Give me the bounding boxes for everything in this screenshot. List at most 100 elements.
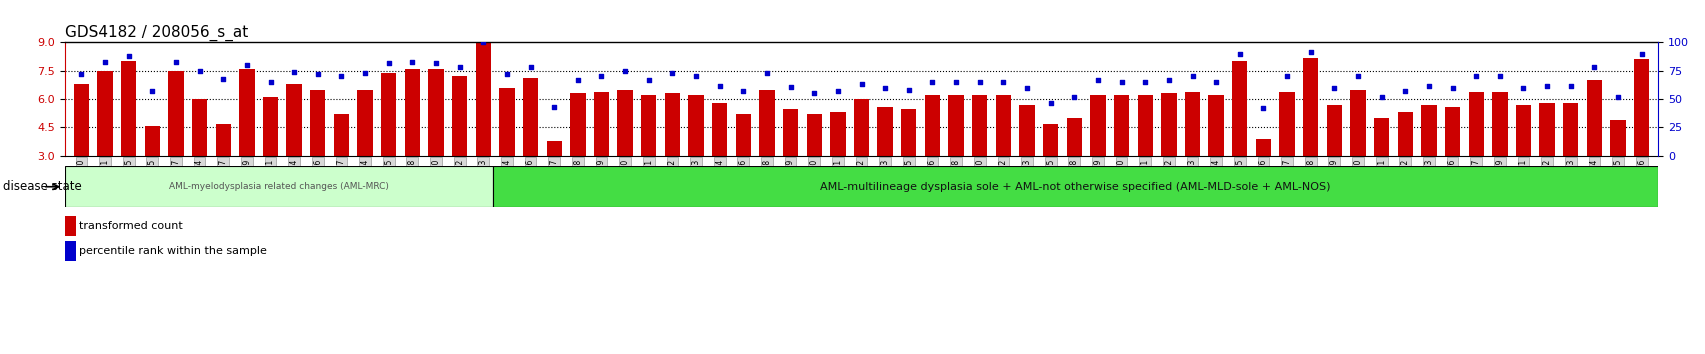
Point bbox=[1391, 88, 1419, 94]
Bar bbox=[1633, 59, 1649, 156]
Point bbox=[895, 87, 922, 93]
Bar bbox=[65, 166, 493, 207]
Point bbox=[423, 60, 450, 66]
Point bbox=[280, 69, 307, 75]
Bar bbox=[830, 112, 846, 156]
Point bbox=[1320, 85, 1347, 91]
Point bbox=[1272, 74, 1299, 79]
Point bbox=[375, 60, 402, 66]
Bar bbox=[522, 78, 537, 156]
Point bbox=[1367, 94, 1395, 100]
Bar bbox=[546, 141, 561, 156]
Bar bbox=[687, 95, 704, 156]
Bar bbox=[1350, 90, 1366, 156]
Point bbox=[634, 77, 662, 83]
Point bbox=[303, 72, 331, 77]
Bar bbox=[1018, 105, 1035, 156]
Text: AML-myelodysplasia related changes (AML-MRC): AML-myelodysplasia related changes (AML-… bbox=[169, 182, 389, 191]
Point bbox=[1485, 74, 1512, 79]
Bar bbox=[286, 84, 302, 156]
Point bbox=[824, 88, 851, 94]
Bar bbox=[476, 42, 491, 156]
Bar bbox=[121, 61, 136, 156]
Bar bbox=[1586, 80, 1601, 156]
Bar bbox=[617, 90, 633, 156]
Bar bbox=[665, 93, 680, 156]
Point bbox=[610, 68, 638, 74]
Bar bbox=[1373, 118, 1388, 156]
Point bbox=[1202, 79, 1229, 85]
Point bbox=[114, 53, 142, 59]
Bar bbox=[263, 97, 278, 156]
Point bbox=[445, 64, 472, 70]
Point bbox=[1437, 85, 1465, 91]
Point bbox=[1344, 74, 1371, 79]
Point bbox=[847, 81, 875, 87]
Point bbox=[138, 88, 165, 94]
Bar bbox=[1538, 103, 1553, 156]
Point bbox=[730, 88, 757, 94]
Point bbox=[800, 91, 827, 96]
Bar bbox=[569, 93, 585, 156]
Point bbox=[540, 104, 568, 110]
Bar bbox=[169, 71, 184, 156]
Bar bbox=[1610, 120, 1625, 156]
Bar bbox=[783, 109, 798, 156]
Bar bbox=[1113, 95, 1129, 156]
Point bbox=[1250, 105, 1277, 111]
Bar bbox=[1303, 58, 1318, 156]
Point bbox=[871, 85, 899, 91]
Bar bbox=[97, 71, 113, 156]
Point bbox=[186, 68, 213, 74]
Bar bbox=[593, 92, 609, 156]
Point bbox=[1013, 85, 1040, 91]
Point bbox=[234, 62, 261, 68]
Point bbox=[1533, 83, 1560, 88]
Bar bbox=[1042, 124, 1057, 156]
Point bbox=[1226, 51, 1253, 57]
Point bbox=[965, 79, 992, 85]
Bar bbox=[1207, 95, 1222, 156]
Point bbox=[1037, 100, 1064, 105]
Bar bbox=[380, 73, 396, 156]
Point bbox=[493, 72, 520, 77]
Bar bbox=[759, 90, 774, 156]
Text: transformed count: transformed count bbox=[78, 221, 182, 231]
Bar bbox=[1396, 112, 1412, 156]
Point bbox=[658, 70, 685, 76]
Point bbox=[989, 79, 1016, 85]
Bar bbox=[1161, 93, 1176, 156]
Bar bbox=[996, 95, 1011, 156]
Point bbox=[517, 64, 544, 70]
Bar bbox=[1231, 61, 1246, 156]
Point bbox=[1296, 49, 1323, 55]
Point bbox=[92, 59, 119, 64]
Bar bbox=[1066, 118, 1081, 156]
Bar bbox=[948, 95, 963, 156]
Bar bbox=[65, 241, 75, 261]
Point bbox=[919, 79, 946, 85]
Bar bbox=[239, 69, 254, 156]
Bar bbox=[972, 95, 987, 156]
Text: GDS4182 / 208056_s_at: GDS4182 / 208056_s_at bbox=[65, 25, 247, 41]
Point bbox=[351, 70, 379, 76]
Point bbox=[1178, 74, 1205, 79]
Bar bbox=[900, 109, 916, 156]
Bar bbox=[1185, 92, 1200, 156]
Bar bbox=[500, 88, 515, 156]
Point bbox=[210, 76, 237, 81]
Bar bbox=[852, 99, 870, 156]
Point bbox=[776, 84, 803, 90]
Point bbox=[257, 79, 285, 85]
Point bbox=[564, 77, 592, 83]
Point bbox=[1107, 79, 1134, 85]
Bar bbox=[65, 216, 75, 236]
Bar bbox=[641, 95, 656, 156]
Bar bbox=[711, 103, 726, 156]
Bar bbox=[1137, 95, 1153, 156]
Bar bbox=[735, 114, 750, 156]
Point bbox=[754, 70, 781, 76]
Point bbox=[469, 40, 496, 45]
Point bbox=[706, 83, 733, 88]
Bar bbox=[73, 84, 89, 156]
